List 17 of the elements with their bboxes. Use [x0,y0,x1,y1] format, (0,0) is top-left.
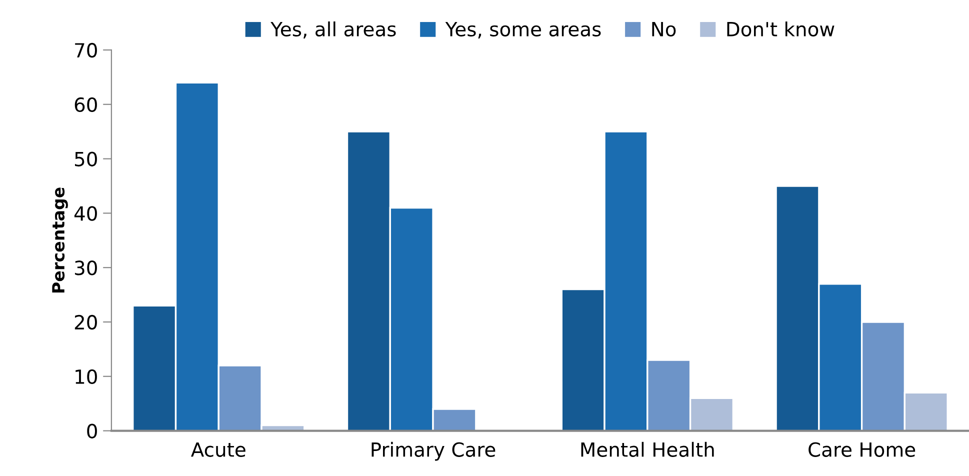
legend-label: Yes, all areas [270,21,396,38]
y-axis-title: Percentage [52,188,68,292]
y-tick-label: 40 [74,206,97,221]
y-tick-label: 30 [74,260,97,276]
y-tick-label: 0 [87,424,97,438]
y-tick-label: 20 [74,314,97,330]
y-tick-label: 70 [75,42,97,58]
x-tick-label: Mental Health [581,442,714,457]
legend-label: Don't know [727,21,834,36]
y-tick-label: 10 [76,369,97,384]
y-tick-label: 50 [75,152,97,166]
y-tick-label: 60 [74,97,97,112]
legend-label: Yes, some areas [445,22,601,38]
legend-label: No [652,22,676,36]
x-tick-label: Acute [191,442,246,457]
x-tick-label: Care Home [808,442,916,457]
x-tick-label: Primary Care [372,442,496,461]
